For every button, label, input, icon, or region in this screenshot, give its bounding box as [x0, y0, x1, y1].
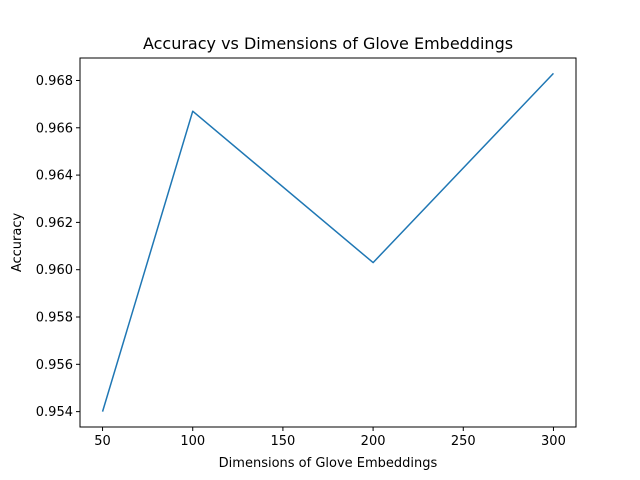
y-axis-ticks: 0.954 0.956 0.958 0.960 0.962 0.964 0.966 0.968	[36, 74, 80, 420]
x-tick-label: 200	[361, 434, 386, 449]
y-axis-label: Accuracy	[10, 213, 25, 273]
y-tick-label: 0.966	[36, 121, 73, 136]
x-tick-label: 300	[541, 434, 566, 449]
x-tick-label: 250	[451, 434, 476, 449]
plot-frame	[79, 57, 577, 428]
series-line	[101, 72, 554, 412]
x-tick-label: 50	[94, 434, 111, 449]
y-tick-label: 0.964	[36, 169, 73, 184]
y-tick-label: 0.954	[36, 405, 73, 420]
x-tick-label: 150	[270, 434, 295, 449]
y-tick-label: 0.960	[36, 263, 73, 278]
plot-area: 50 100 150 200 250 300 0.9540.9560.9580.9600.…	[36, 57, 577, 449]
series-layer	[101, 72, 554, 412]
y-tick-label: 0.968	[36, 74, 73, 89]
y-tick-label: 0.958	[36, 311, 73, 326]
x-axis-ticks: 50 100 150 200 250 300	[94, 427, 566, 449]
y-tick-label: 0.962	[36, 216, 73, 231]
chart-title: Accuracy vs Dimensions of Glove Embeddin…	[143, 34, 513, 53]
x-axis-label: Dimensions of Glove Embeddings	[219, 456, 438, 471]
x-tick-label: 100	[180, 434, 205, 449]
y-tick-label: 0.956	[36, 358, 73, 373]
